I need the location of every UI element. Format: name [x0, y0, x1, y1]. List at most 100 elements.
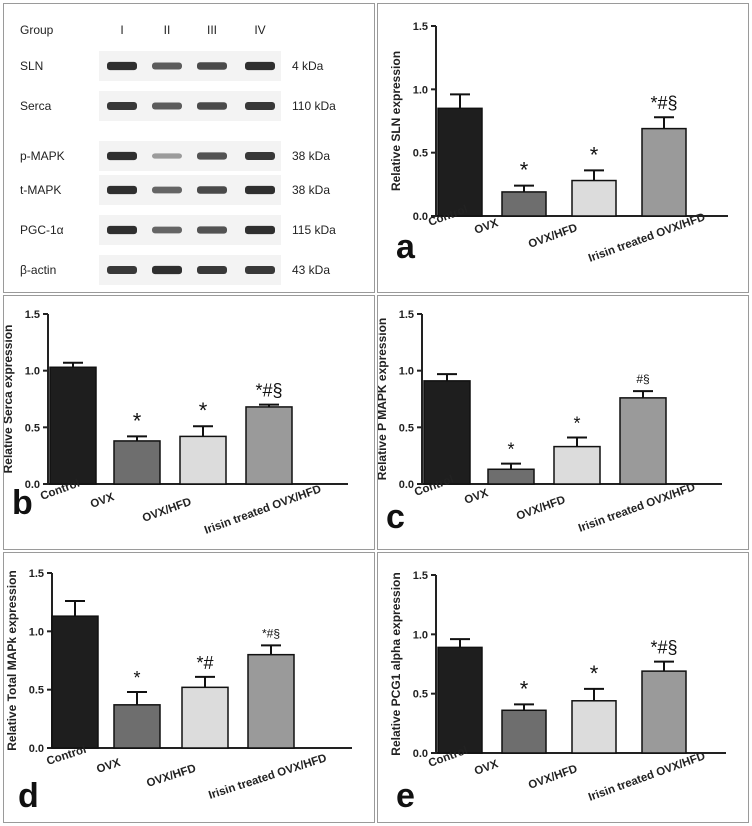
bar [501, 191, 547, 217]
blot-band [197, 152, 227, 160]
blot-band [245, 185, 275, 195]
blot-row-label: Serca [20, 99, 52, 113]
y-axis-label: Relative Total MAPk expression [5, 570, 19, 751]
bar [51, 615, 99, 749]
y-axis-label: Relative PCG1 alpha expression [389, 572, 403, 755]
y-tick-label: 1.5 [413, 21, 428, 33]
category-label: OVX/HFD [515, 494, 567, 523]
significance-annotation: *#§ [650, 638, 677, 658]
category-label: OVX [95, 757, 122, 776]
blot-row-kda: 4 kDa [292, 59, 324, 73]
y-tick-label: 0.5 [413, 148, 428, 160]
category-label: Irisin treated OVX/HFD [207, 752, 328, 802]
blot-band [152, 265, 182, 275]
category-label: Irisin treated OVX/HFD [587, 211, 707, 264]
panel-letter: a [396, 228, 416, 266]
y-tick-label: 0.0 [413, 748, 428, 760]
blot-band [107, 102, 137, 110]
blot-row-label: SLN [20, 59, 43, 73]
y-tick-label: 1.0 [29, 626, 44, 638]
significance-annotation: #§ [636, 372, 649, 386]
category-label: OVX/HFD [527, 222, 579, 251]
significance-annotation: * [573, 414, 580, 434]
category-label: OVX/HFD [141, 496, 193, 525]
blot-band [245, 61, 275, 71]
chart-panel-e: Relative PCG1 alpha expression 0.0 0.5 1.0 1… [377, 552, 749, 823]
chart-panel-d: Relative Total MAPk expression 0.0 0.5 1.0 1… [3, 552, 375, 823]
y-tick-label: 0.5 [29, 685, 44, 697]
bar [181, 686, 229, 749]
chart-c-svg: Relative P MAPK expression0.00.51.01.5Co… [378, 309, 722, 536]
blot-band [152, 186, 182, 194]
bar [571, 179, 617, 217]
blot-band [152, 153, 182, 159]
bar [423, 380, 471, 485]
bar [501, 709, 547, 754]
chart-panel-c: Relative P MAPK expression0.00.51.01.5Co… [377, 295, 749, 550]
bar [571, 700, 617, 754]
lane-label-3: III [207, 23, 217, 37]
category-label: Irisin treated OVX/HFD [203, 483, 323, 536]
blot-band [197, 186, 227, 194]
bar [113, 440, 161, 485]
bar [619, 397, 667, 485]
chart-panel-a: Relative SLN expression 0.0 0.5 1.0 1.5 Contr… [377, 3, 749, 293]
significance-annotation: *#§ [262, 626, 280, 640]
western-blot-panel: Group I II III IV SLN 4 kDa Serca 110 kDa p-MAPK 3… [3, 3, 375, 293]
blot-band [152, 226, 182, 234]
significance-annotation: *#§ [255, 381, 282, 401]
blot-band [245, 152, 275, 160]
significance-annotation: * [133, 408, 142, 433]
lane-label-4: IV [254, 23, 265, 37]
bar [437, 646, 483, 754]
category-label: OVX [463, 487, 490, 507]
group-header: Group [20, 23, 54, 37]
significance-annotation: *#§ [650, 93, 677, 113]
bar [49, 366, 97, 485]
blot-row-kda: 38 kDa [292, 149, 330, 163]
blot-band [107, 151, 137, 161]
blot-band [152, 102, 182, 110]
significance-annotation: * [199, 398, 208, 423]
bar [553, 445, 601, 485]
blot-row-label: PGC-1α [20, 223, 64, 237]
chart-a-svg: Relative SLN expression0.00.51.01.5Contr… [389, 21, 728, 266]
lane-label-2: II [164, 23, 171, 37]
category-label: Irisin treated OVX/HFD [577, 481, 697, 534]
blot-band [197, 62, 227, 70]
significance-annotation: *# [196, 653, 213, 673]
y-tick-label: 1.5 [399, 309, 414, 321]
blot-row-kda: 110 kDa [292, 99, 336, 113]
blot-band [152, 62, 182, 70]
bar [641, 127, 687, 217]
blot-row-label: p-MAPK [20, 149, 65, 163]
y-tick-label: 0.5 [413, 689, 428, 701]
y-axis-label: Relative Serca expression [4, 325, 15, 474]
blot-band [197, 102, 227, 110]
blot-row-label: β-actin [20, 263, 56, 277]
blot-band [245, 266, 275, 274]
blot-band [107, 225, 137, 235]
blot-band [107, 185, 137, 195]
category-label: OVX [473, 217, 500, 237]
panel-letter: d [18, 777, 39, 815]
y-tick-label: 0.0 [413, 211, 428, 223]
bar [437, 107, 483, 217]
significance-annotation: * [520, 158, 529, 183]
chart-e-svg: Relative PCG1 alpha expression 0.0 0.5 1.0 1… [389, 570, 726, 815]
y-tick-label: 0.5 [25, 422, 40, 434]
category-label: OVX/HFD [527, 763, 579, 792]
significance-annotation: * [507, 440, 514, 460]
blot-band [197, 226, 227, 234]
blot-row-kda: 115 kDa [292, 223, 336, 237]
bar [487, 468, 535, 485]
y-axis-label: Relative P MAPK expression [378, 318, 389, 481]
lane-label-1: I [120, 23, 123, 37]
blot-band [197, 266, 227, 274]
y-tick-label: 1.0 [399, 366, 414, 378]
y-tick-label: 0.0 [25, 479, 40, 491]
y-tick-label: 0.0 [29, 743, 44, 755]
category-label: Irisin treated OVX/HFD [587, 750, 707, 803]
blot-band [107, 266, 137, 274]
panel-letter: e [396, 777, 415, 815]
